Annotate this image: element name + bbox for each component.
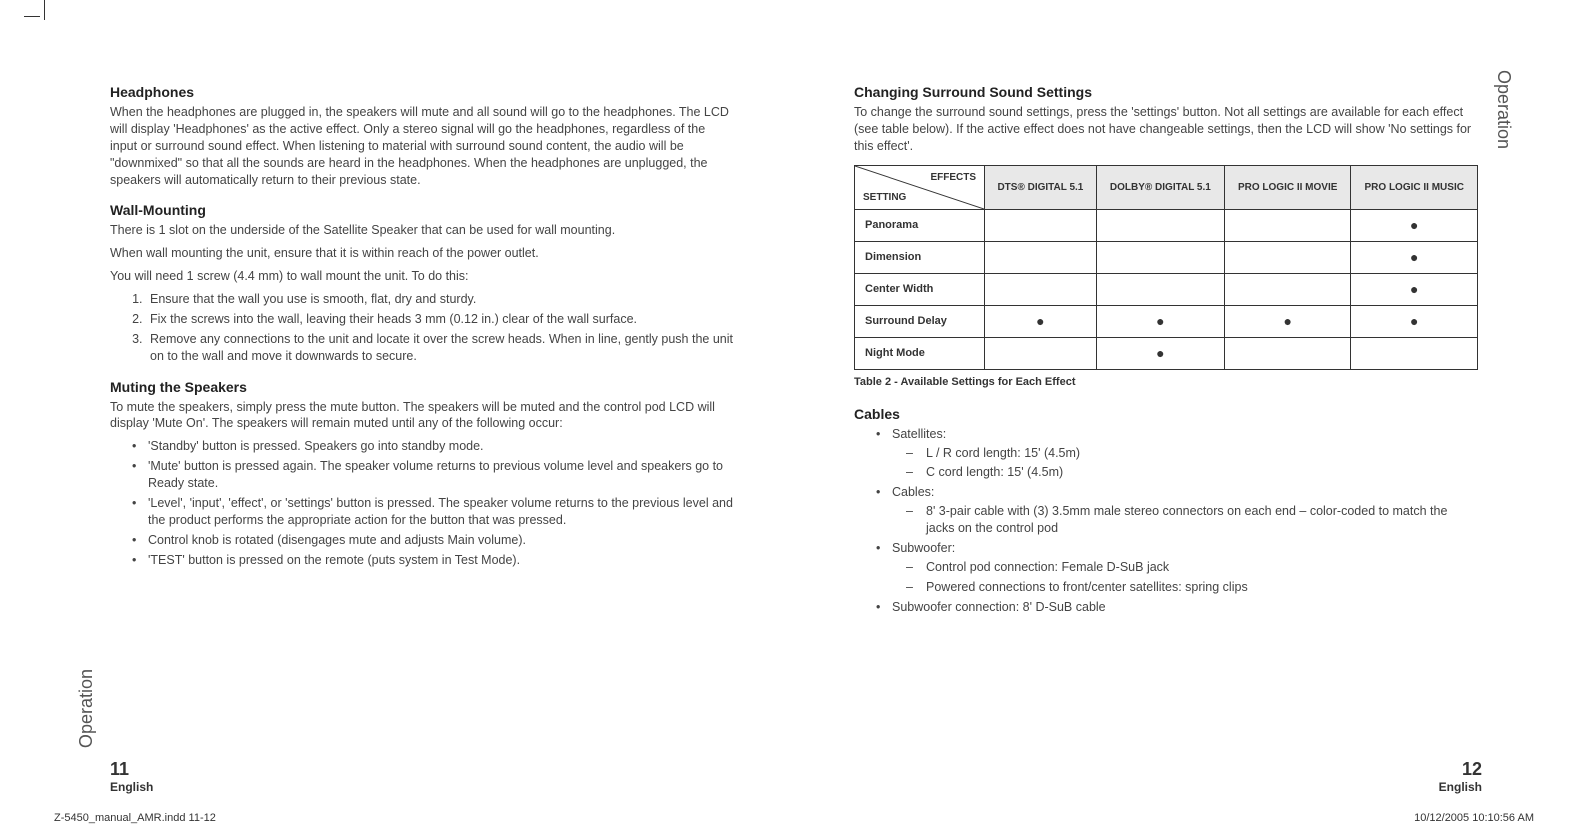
wall-steps-list: Ensure that the wall you use is smooth, …: [110, 291, 734, 365]
col-dts: DTS® DIGITAL 5.1: [985, 165, 1097, 209]
page-lang: English: [110, 780, 153, 794]
table-row: Center Width ●: [855, 273, 1478, 305]
body-changing-settings: To change the surround sound settings, p…: [854, 104, 1478, 155]
table-row: Panorama ●: [855, 209, 1478, 241]
table-cell: ●: [985, 305, 1097, 337]
wall-step: Ensure that the wall you use is smooth, …: [146, 291, 734, 308]
table-cell: [985, 241, 1097, 273]
body-headphones: When the headphones are plugged in, the …: [110, 104, 734, 188]
table-row: Night Mode ●: [855, 337, 1478, 369]
cables-sublist: L / R cord length: 15' (4.5m) C cord leng…: [892, 445, 1478, 482]
table-row: Dimension ●: [855, 241, 1478, 273]
heading-changing-settings: Changing Surround Sound Settings: [854, 84, 1478, 100]
page-number-left: 11 English: [110, 759, 153, 794]
table-cell: ●: [1351, 305, 1478, 337]
page-lang: English: [1439, 780, 1482, 794]
table-cell: ●: [1224, 305, 1351, 337]
cables-item: Subwoofer connection: 8' D-SuB cable: [882, 599, 1478, 616]
cables-sublist: 8' 3-pair cable with (3) 3.5mm male ster…: [892, 503, 1478, 537]
heading-muting: Muting the Speakers: [110, 379, 734, 395]
muting-item: 'Level', 'input', 'effect', or 'settings…: [138, 495, 734, 529]
col-plii-music: PRO LOGIC II MUSIC: [1351, 165, 1478, 209]
muting-item: Control knob is rotated (disengages mute…: [138, 532, 734, 549]
body-wall-p3: You will need 1 screw (4.4 mm) to wall m…: [110, 268, 734, 285]
page-number-right: 12 English: [1439, 759, 1482, 794]
col-dolby: DOLBY® DIGITAL 5.1: [1096, 165, 1224, 209]
body-wall-p2: When wall mounting the unit, ensure that…: [110, 245, 734, 262]
heading-wall-mounting: Wall-Mounting: [110, 202, 734, 218]
page-num: 11: [110, 759, 153, 780]
section-label-right: Operation: [1493, 70, 1514, 149]
table-cell: [985, 337, 1097, 369]
section-label-left: Operation: [76, 669, 97, 748]
corner-effects: EFFECTS: [930, 172, 976, 183]
body-wall-p1: There is 1 slot on the underside of the …: [110, 222, 734, 239]
table-cell: ●: [1096, 337, 1224, 369]
table-cell: [1224, 209, 1351, 241]
row-label: Night Mode: [855, 337, 985, 369]
row-label: Panorama: [855, 209, 985, 241]
heading-headphones: Headphones: [110, 84, 734, 100]
table-cell: [1224, 241, 1351, 273]
page-right: Changing Surround Sound Settings To chan…: [794, 0, 1588, 838]
row-label: Center Width: [855, 273, 985, 305]
cables-item: Satellites:L / R cord length: 15' (4.5m)…: [882, 426, 1478, 482]
table-cell: [985, 209, 1097, 241]
cables-subitem: Control pod connection: Female D-SuB jac…: [916, 559, 1478, 576]
table-cell: ●: [1096, 305, 1224, 337]
table-cell: ●: [1351, 241, 1478, 273]
body-muting: To mute the speakers, simply press the m…: [110, 399, 734, 433]
corner-setting: SETTING: [863, 192, 906, 203]
table-cell: [1351, 337, 1478, 369]
cables-item: Subwoofer:Control pod connection: Female…: [882, 540, 1478, 596]
cables-subitem: 8' 3-pair cable with (3) 3.5mm male ster…: [916, 503, 1478, 537]
cables-subitem: C cord length: 15' (4.5m): [916, 464, 1478, 481]
table-caption: Table 2 - Available Settings for Each Ef…: [854, 376, 1478, 388]
cables-sublist: Control pod connection: Female D-SuB jac…: [892, 559, 1478, 596]
table-cell: [1096, 241, 1224, 273]
col-plii-movie: PRO LOGIC II MOVIE: [1224, 165, 1351, 209]
cables-item: Cables:8' 3-pair cable with (3) 3.5mm ma…: [882, 484, 1478, 537]
footer-timestamp: 10/12/2005 10:10:56 AM: [1414, 812, 1534, 824]
muting-item: 'Standby' button is pressed. Speakers go…: [138, 438, 734, 455]
table-row: Surround Delay●●●●: [855, 305, 1478, 337]
page-num: 12: [1439, 759, 1482, 780]
row-label: Surround Delay: [855, 305, 985, 337]
cables-subitem: L / R cord length: 15' (4.5m): [916, 445, 1478, 462]
table-cell: [1224, 337, 1351, 369]
cables-subitem: Powered connections to front/center sate…: [916, 579, 1478, 596]
table-cell: [1096, 273, 1224, 305]
table-cell: [985, 273, 1097, 305]
settings-table: EFFECTS SETTING DTS® DIGITAL 5.1 DOLBY® …: [854, 165, 1478, 370]
muting-item: 'Mute' button is pressed again. The spea…: [138, 458, 734, 492]
footer-file: Z-5450_manual_AMR.indd 11-12: [54, 812, 216, 824]
muting-item: 'TEST' button is pressed on the remote (…: [138, 552, 734, 569]
wall-step: Fix the screws into the wall, leaving th…: [146, 311, 734, 328]
table-corner: EFFECTS SETTING: [855, 165, 985, 209]
row-label: Dimension: [855, 241, 985, 273]
cables-list: Satellites:L / R cord length: 15' (4.5m)…: [854, 426, 1478, 616]
heading-cables: Cables: [854, 406, 1478, 422]
table-cell: [1096, 209, 1224, 241]
wall-step: Remove any connections to the unit and l…: [146, 331, 734, 365]
page-left: Headphones When the headphones are plugg…: [0, 0, 794, 838]
table-cell: [1224, 273, 1351, 305]
muting-list: 'Standby' button is pressed. Speakers go…: [110, 438, 734, 568]
table-cell: ●: [1351, 209, 1478, 241]
table-cell: ●: [1351, 273, 1478, 305]
